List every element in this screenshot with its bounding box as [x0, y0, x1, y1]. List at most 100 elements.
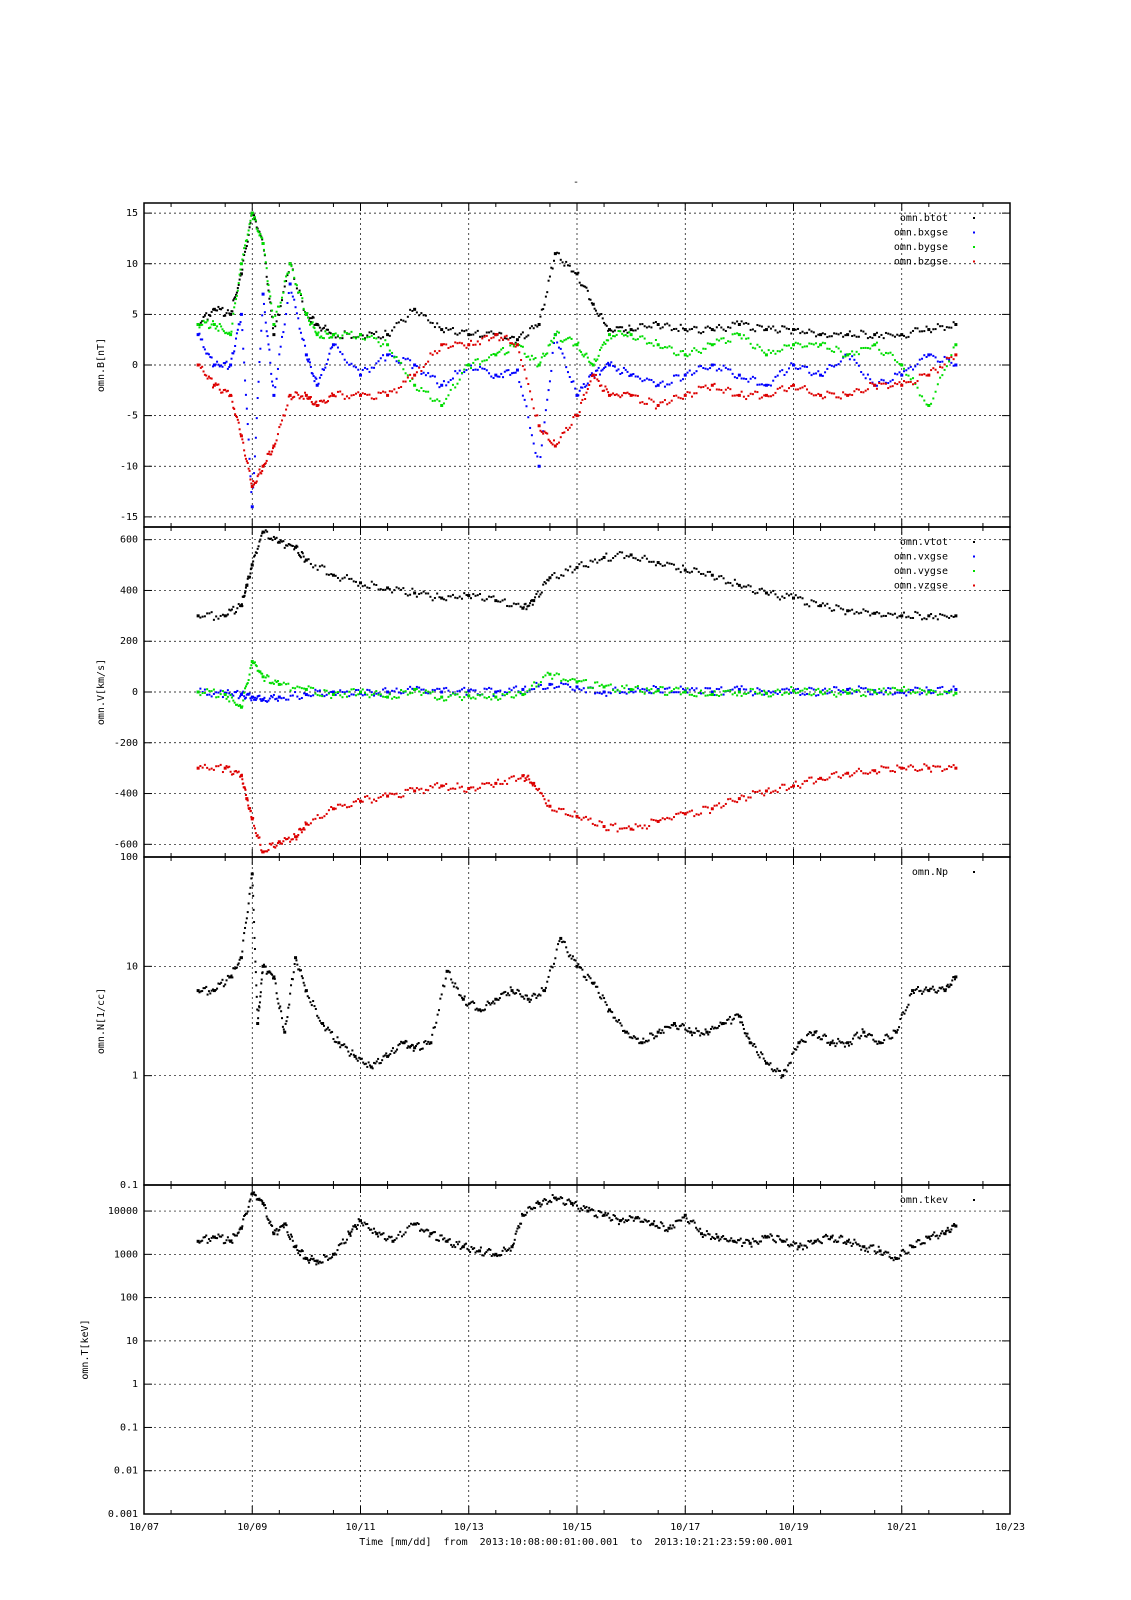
- data-point: [573, 678, 576, 681]
- data-point: [797, 388, 800, 391]
- data-point: [427, 390, 430, 393]
- data-point: [512, 602, 515, 605]
- data-point: [666, 403, 669, 406]
- data-point: [596, 985, 599, 988]
- data-point: [878, 335, 881, 338]
- data-point: [520, 385, 523, 388]
- data-point: [656, 404, 660, 407]
- data-point: [745, 585, 748, 588]
- data-point: [869, 1033, 872, 1036]
- data-point: [225, 979, 228, 982]
- data-point: [862, 693, 865, 696]
- data-point: [275, 681, 278, 684]
- data-point: [340, 1242, 343, 1245]
- data-point: [896, 691, 899, 694]
- data-point: [830, 335, 833, 338]
- data-point: [433, 399, 436, 402]
- data-point: [875, 1040, 878, 1043]
- data-point: [672, 1224, 675, 1227]
- data-point: [253, 455, 256, 458]
- data-point: [282, 331, 285, 334]
- data-point: [350, 577, 353, 580]
- data-point: [943, 989, 947, 993]
- data-point: [497, 998, 500, 1001]
- data-point: [733, 376, 736, 379]
- data-point: [736, 394, 739, 397]
- legend-entry-label: omn.vxgse: [894, 552, 948, 563]
- data-point: [601, 368, 604, 371]
- data-point: [352, 693, 355, 696]
- data-point: [450, 978, 453, 981]
- data-point: [921, 395, 924, 398]
- data-point: [458, 1240, 461, 1243]
- data-point: [397, 587, 400, 590]
- data-point: [291, 978, 294, 981]
- data-point: [245, 407, 248, 410]
- data-point: [685, 1029, 688, 1032]
- data-point: [534, 785, 537, 788]
- data-point: [529, 1207, 532, 1210]
- data-point: [331, 1256, 334, 1259]
- data-point: [801, 597, 804, 600]
- data-point: [309, 562, 312, 565]
- data-point: [410, 1045, 413, 1048]
- data-point: [263, 850, 266, 853]
- data-point: [812, 600, 815, 603]
- data-point: [745, 1035, 748, 1038]
- data-point: [661, 1222, 664, 1225]
- data-point: [862, 687, 865, 690]
- data-point: [692, 1219, 695, 1222]
- data-point: [930, 331, 933, 334]
- data-point: [328, 1028, 331, 1031]
- data-point: [393, 793, 396, 796]
- data-point: [772, 349, 775, 352]
- data-point: [810, 694, 813, 697]
- data-point: [276, 433, 279, 436]
- data-point: [715, 687, 718, 690]
- data-point: [563, 941, 566, 944]
- data-point: [538, 993, 541, 996]
- data-point: [531, 994, 534, 997]
- data-point: [542, 795, 545, 798]
- data-point: [442, 598, 445, 601]
- data-point: [228, 365, 231, 368]
- data-point: [291, 269, 294, 272]
- data-point: [420, 386, 423, 389]
- data-point: [502, 338, 505, 341]
- data-point: [820, 1242, 823, 1245]
- data-point: [312, 1257, 315, 1260]
- data-point: [912, 368, 915, 371]
- data-point: [445, 327, 448, 330]
- data-point: [423, 1041, 426, 1044]
- data-point: [568, 376, 571, 379]
- data-point: [406, 376, 409, 379]
- data-point: [535, 996, 538, 999]
- data-point: [871, 336, 874, 339]
- data-point: [265, 267, 268, 270]
- data-point: [411, 587, 414, 590]
- data-point: [313, 403, 316, 406]
- data-point: [580, 401, 583, 404]
- data-point: [212, 383, 216, 387]
- data-point: [368, 1064, 371, 1067]
- data-point: [601, 317, 604, 320]
- data-point: [749, 690, 752, 693]
- data-point: [880, 765, 883, 768]
- data-point: [419, 1229, 422, 1232]
- data-point: [864, 772, 867, 775]
- data-point: [612, 392, 615, 395]
- data-point: [767, 690, 770, 693]
- data-point: [252, 218, 255, 221]
- data-point: [449, 345, 452, 348]
- data-point: [485, 688, 488, 691]
- data-point: [922, 1242, 925, 1245]
- data-point: [603, 321, 606, 324]
- data-point: [370, 334, 373, 337]
- data-point: [289, 694, 292, 697]
- data-point: [627, 1218, 630, 1221]
- data-point: [382, 588, 385, 591]
- data-point: [335, 1253, 338, 1256]
- data-point: [697, 365, 700, 368]
- data-point: [930, 369, 933, 372]
